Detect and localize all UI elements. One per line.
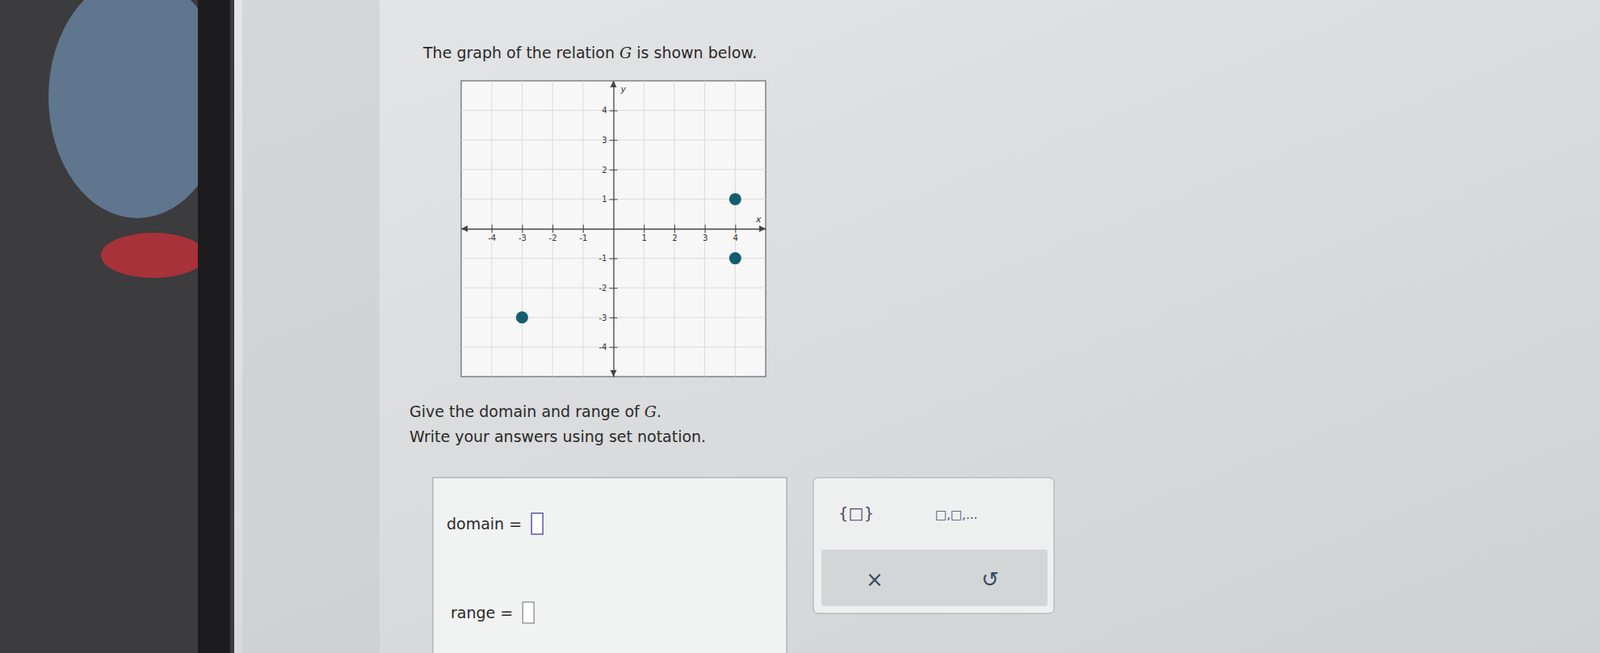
- tick-mark: [609, 139, 618, 141]
- tool-button[interactable]: □,□,...: [935, 507, 978, 522]
- y-axis: -4 -3 -2 -1 1 2 3 4: [599, 81, 618, 378]
- field-label: domain =: [446, 514, 522, 533]
- tick-label: 2: [601, 165, 607, 175]
- tick-label: -3: [518, 233, 527, 243]
- tick-mark: [609, 346, 618, 348]
- text-part: The graph of the relation: [422, 43, 620, 62]
- tick: -4: [487, 224, 496, 243]
- tick-mark: [674, 224, 676, 233]
- tick-label: 4: [733, 233, 739, 243]
- plot-frame: [461, 80, 766, 377]
- tick: -4: [599, 342, 618, 352]
- tick: 4: [733, 224, 739, 243]
- text-part: .: [656, 402, 662, 420]
- tick-label: -2: [549, 233, 558, 243]
- tick-label: 1: [601, 194, 607, 204]
- tick: 2: [671, 224, 677, 243]
- axis-line: [613, 81, 614, 378]
- bezel: [197, 0, 231, 653]
- tick-mark: [609, 198, 618, 200]
- tick-label: 3: [702, 233, 708, 243]
- y-label: y: [620, 83, 627, 95]
- text: The graph of the relation G is shown bel…: [422, 43, 757, 62]
- input[interactable]: [522, 601, 534, 623]
- tool-button[interactable]: {□}: [838, 503, 874, 523]
- tick: -2: [549, 224, 558, 243]
- object: [100, 232, 206, 278]
- tick-label: 1: [642, 233, 647, 243]
- arrow: [461, 225, 468, 232]
- tick-mark: [734, 224, 736, 233]
- text-part: Give the domain and range of: [409, 402, 645, 420]
- tick-label: -1: [579, 233, 588, 243]
- tick-mark: [491, 224, 493, 233]
- action-bar: [821, 549, 1048, 606]
- tick-label: -4: [487, 233, 496, 243]
- toolbox: [813, 477, 1055, 614]
- tick: 3: [601, 135, 618, 145]
- tick-mark: [552, 224, 554, 233]
- tick-mark: [609, 110, 618, 112]
- x-label: x: [755, 214, 762, 225]
- text-part: is shown below.: [631, 43, 757, 62]
- tick-label: 4: [601, 105, 607, 115]
- tick-label: -1: [599, 253, 608, 263]
- input[interactable]: [531, 512, 543, 534]
- grid: [461, 80, 766, 377]
- text-part: G: [644, 402, 657, 420]
- tick: -2: [599, 283, 618, 293]
- arrows: [461, 80, 766, 377]
- tick: 4: [601, 105, 618, 115]
- tick: -3: [518, 224, 527, 243]
- tick-mark: [583, 224, 584, 233]
- arrow: [610, 369, 618, 377]
- tick-mark: [609, 287, 618, 289]
- field-label: range =: [450, 603, 513, 622]
- screen: [0, 0, 1600, 653]
- sidebar: [242, 0, 380, 653]
- tick: 3: [702, 224, 708, 243]
- tick-label: -2: [599, 283, 608, 293]
- tick: -3: [599, 313, 618, 323]
- tick: 2: [601, 165, 618, 175]
- instruction: Write your answers using set notation.: [409, 427, 706, 446]
- arrow: [759, 225, 766, 232]
- tick-label: -4: [599, 342, 608, 352]
- text-part: G: [619, 43, 632, 62]
- tick: 1: [601, 194, 618, 204]
- arrow: [610, 80, 618, 88]
- point: [516, 310, 529, 324]
- action-button[interactable]: ×: [865, 566, 884, 592]
- tick-mark: [643, 224, 645, 233]
- point: [729, 251, 742, 265]
- answer-box: [432, 477, 787, 653]
- action-button[interactable]: ↺: [981, 566, 1000, 592]
- tick: 1: [642, 224, 647, 243]
- tick-mark: [705, 224, 706, 233]
- tick-label: 3: [601, 135, 607, 145]
- point: [729, 193, 742, 206]
- tick-label: -3: [599, 313, 608, 323]
- tick: -1: [599, 253, 618, 263]
- text: Give the domain and range of G.: [409, 402, 662, 420]
- tick-mark: [521, 224, 523, 233]
- tick-label: 2: [671, 233, 677, 243]
- tick: -1: [579, 224, 588, 243]
- tick-mark: [609, 169, 618, 171]
- tick-mark: [609, 317, 618, 319]
- tick-mark: [609, 258, 618, 260]
- points: [516, 193, 742, 324]
